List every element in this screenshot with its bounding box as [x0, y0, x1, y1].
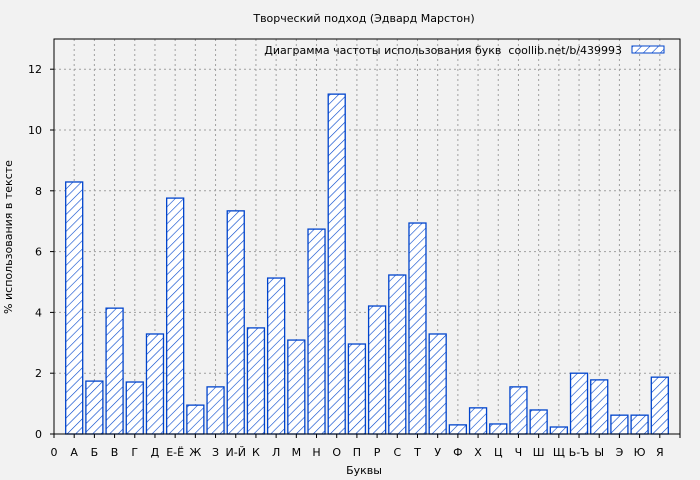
y-tick-label: 4: [35, 306, 42, 319]
x-tick-label: Н: [312, 446, 320, 459]
x-tick-label: М: [292, 446, 302, 459]
x-tick-label: Ь-Ъ: [569, 446, 590, 459]
x-axis: А Б В Г Д Е-Ё Ж З И-Й К Л М Н О П Р С Т У Ф Х Ц Ч Ш Щ Ь-Ъ Ы Э Ю Я: [53, 434, 681, 459]
x-tick-label: П: [353, 446, 361, 459]
x-tick-label: А: [70, 446, 78, 459]
y-axis-label: % использования в тексте: [2, 160, 15, 314]
bar-Е-Ё: [166, 197, 185, 435]
x-tick-label: Б: [91, 446, 99, 459]
bar-Ю: [630, 414, 649, 435]
bar-Я: [650, 376, 669, 435]
bar-Н: [307, 228, 326, 435]
bar-П: [347, 343, 367, 435]
x-tick-label: В: [111, 446, 119, 459]
y-tick-label: 12: [28, 63, 42, 76]
x-tick-label: Д: [151, 446, 160, 459]
bar-Г: [125, 381, 144, 435]
bar-Т: [408, 222, 427, 435]
bar-А: [65, 181, 84, 435]
bar-С: [388, 274, 407, 435]
x-tick-label: О: [332, 446, 341, 459]
bar-К: [246, 327, 266, 435]
x-tick-label: Л: [272, 446, 280, 459]
bar-Л: [266, 277, 286, 435]
grid: [54, 39, 680, 434]
x-tick-label: Т: [413, 446, 421, 459]
bars: [65, 93, 669, 435]
legend: Диаграмма частоты использования букв coo…: [264, 44, 665, 57]
x-tick-label: К: [252, 446, 260, 459]
chart-title: Творческий подход (Эдвард Марстон): [252, 12, 474, 25]
x-tick-label: Ц: [494, 446, 503, 459]
x-tick-label: Ю: [634, 446, 646, 459]
bar-У: [428, 333, 447, 435]
x-tick-label: У: [434, 446, 441, 459]
bar-Ш: [529, 409, 548, 435]
x-tick-label: Ф: [453, 446, 462, 459]
x-tick-label: Г: [131, 446, 138, 459]
y-tick-label: 2: [35, 367, 42, 380]
x-tick-label: С: [393, 446, 401, 459]
bar-Ы: [590, 379, 609, 435]
x-tick-label: Я: [656, 446, 664, 459]
x-tick-label: Ж: [189, 446, 201, 459]
y-tick-label: 8: [35, 185, 42, 198]
bar-О: [327, 93, 346, 435]
bar-Ь-Ъ: [569, 372, 589, 435]
x-tick-label: Ч: [515, 446, 523, 459]
bar-Б: [85, 380, 104, 435]
plot-frame: [53, 38, 681, 435]
legend-swatch: [631, 45, 665, 54]
x-tick-label: Е-Ё: [166, 446, 184, 459]
legend-label: Диаграмма частоты использования букв coo…: [264, 44, 622, 57]
bar-И-Й: [226, 210, 245, 435]
bar-Э: [610, 414, 629, 435]
bar-Ц: [489, 423, 508, 435]
bar-Ф: [448, 424, 468, 435]
y-tick-label: 6: [35, 246, 42, 259]
x-axis-label: Буквы: [346, 464, 382, 477]
x-tick-label: 0: [51, 446, 58, 459]
bar-Х: [468, 407, 488, 435]
bar-В: [105, 307, 124, 435]
x-tick-label: Р: [374, 446, 381, 459]
bar-Р: [367, 305, 387, 435]
x-tick-label: Щ: [553, 446, 565, 459]
x-tick-label: Ы: [594, 446, 604, 459]
x-tick-label: Э: [616, 446, 624, 459]
x-tick-label: Ш: [533, 446, 545, 459]
bar-Ж: [186, 404, 205, 435]
x-tick-label: Х: [474, 446, 482, 459]
bar-Д: [145, 333, 165, 435]
x-tick-label: З: [212, 446, 219, 459]
x-tick-label: И-Й: [226, 446, 246, 459]
bar-Ч: [509, 386, 528, 435]
bar-З: [206, 386, 225, 435]
y-axis: 0 2 4 6 8 10 12: [28, 63, 54, 441]
y-tick-label: 0: [35, 428, 42, 441]
bar-Щ: [549, 426, 568, 435]
y-tick-label: 10: [28, 124, 42, 137]
bar-М: [287, 339, 306, 435]
